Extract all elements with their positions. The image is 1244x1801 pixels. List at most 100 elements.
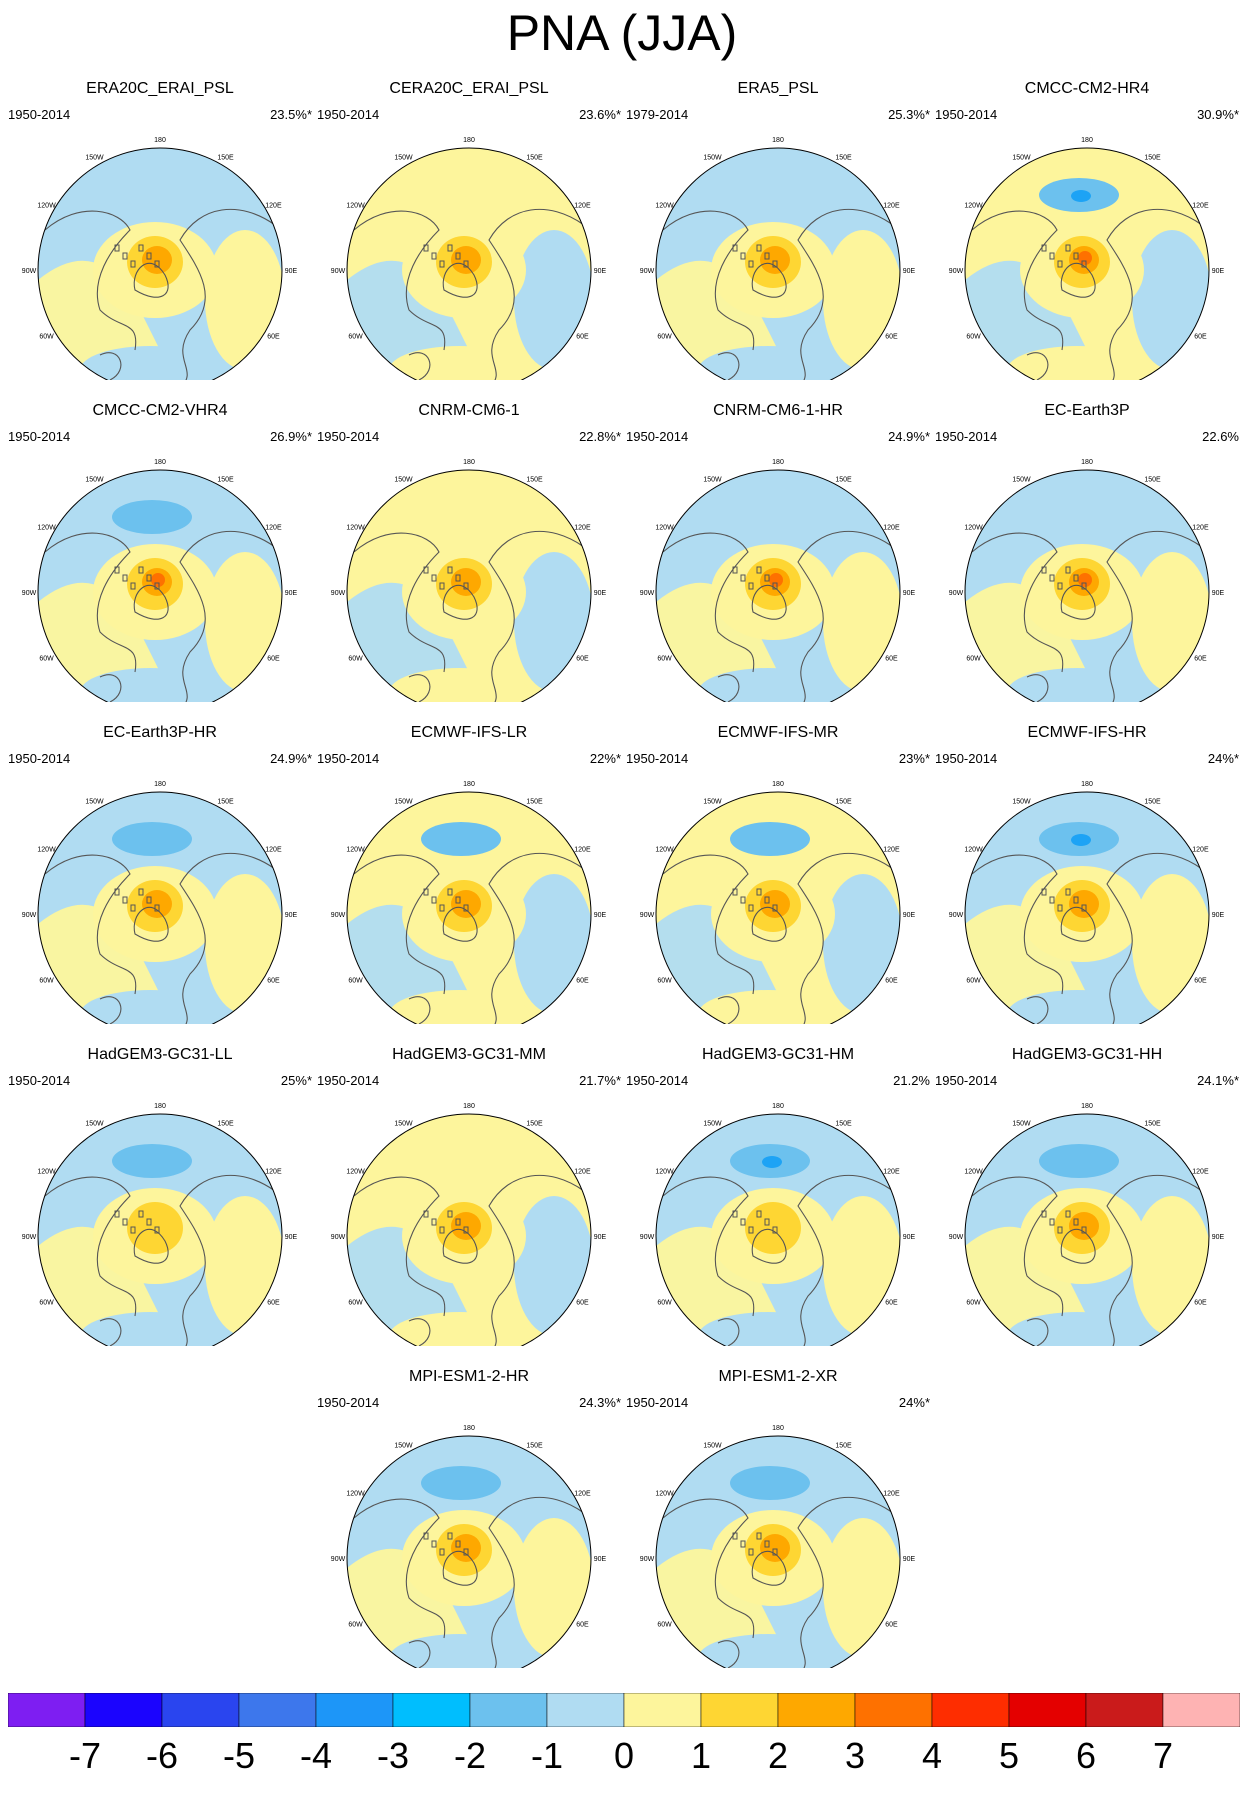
map-boundary (346, 1113, 592, 1346)
island (154, 1226, 160, 1234)
panel-explained-variance: 25%* (280, 1073, 312, 1088)
panel-explained-variance: 23%* (898, 751, 930, 766)
longitude-label: 120W (346, 1169, 365, 1176)
map-boundary (346, 147, 592, 380)
longitude-label: 60W (657, 1622, 672, 1629)
longitude-label: 120E (265, 1169, 282, 1176)
negative-anomaly (1039, 1144, 1119, 1178)
anomaly-band (514, 1518, 591, 1658)
negative-anomaly (112, 1144, 192, 1178)
panel-period: 1950-2014 (626, 1395, 689, 1410)
longitude-label: 150W (703, 799, 722, 806)
longitude-label: 120E (883, 1169, 900, 1176)
island (138, 566, 144, 574)
polar-map: 180150E120E90E60E30E030W60W90W120W150W (331, 459, 607, 702)
island (431, 252, 437, 260)
longitude-label: 150W (85, 155, 104, 162)
map-panel: 180150E120E90E60E30E030W60W90W120W150WMP… (626, 1368, 930, 1668)
longitude-label: 120E (883, 203, 900, 210)
anomaly-band (514, 874, 591, 1014)
panel-title: HadGEM3-GC31-MM (392, 1046, 546, 1063)
anomaly-band (205, 230, 282, 370)
coastlines (353, 1174, 585, 1346)
longitude-label: 150E (835, 477, 852, 484)
island (130, 260, 136, 268)
island (122, 574, 128, 582)
coastlines (662, 208, 894, 380)
longitude-label: 120E (574, 203, 591, 210)
longitude-label: 120E (574, 1169, 591, 1176)
panel-period: 1950-2014 (935, 107, 998, 122)
island (463, 260, 469, 268)
longitude-label: 120E (883, 847, 900, 854)
panel-title: ECMWF-IFS-HR (1027, 724, 1147, 741)
map-panel: 180150E120E90E60E30E030W60W90W120W150WHa… (626, 1046, 930, 1346)
panel-explained-variance: 24%* (898, 1395, 930, 1410)
longitude-label: 90W (640, 1234, 655, 1241)
island (1073, 896, 1079, 904)
island (1081, 260, 1087, 268)
map-panel: 180150E120E90E60E30E030W60W90W120W150WCE… (317, 80, 621, 380)
longitude-label: 180 (154, 137, 166, 144)
island (130, 1226, 136, 1234)
longitude-label: 120E (883, 1491, 900, 1498)
longitude-label: 60W (348, 1300, 363, 1307)
colorbar-segment (469, 1693, 548, 1727)
anomaly-band (1007, 668, 1147, 702)
longitude-label: 60W (39, 334, 54, 341)
longitude-label: 150E (1144, 799, 1161, 806)
panel-period: 1950-2014 (935, 429, 998, 444)
island (447, 888, 453, 896)
anomaly-band (80, 346, 220, 380)
positive-anomaly-core (1069, 890, 1099, 918)
anomaly-band (389, 1312, 529, 1346)
colorbar-segment (700, 1693, 779, 1727)
longitude-label: 90W (949, 1234, 964, 1241)
island (1049, 574, 1055, 582)
longitude-label: 60E (885, 978, 898, 985)
map-boundary (346, 1435, 592, 1668)
longitude-label: 90W (949, 912, 964, 919)
island (756, 1532, 762, 1540)
longitude-label: 90W (331, 268, 346, 275)
island (114, 244, 120, 252)
longitude-label: 150W (85, 799, 104, 806)
longitude-label: 90E (594, 268, 607, 275)
island (154, 904, 160, 912)
longitude-label: 60E (576, 978, 589, 985)
longitude-label: 120W (37, 203, 56, 210)
panel-explained-variance: 26.9%* (270, 429, 312, 444)
island (732, 244, 738, 252)
island (122, 252, 128, 260)
island (740, 1540, 746, 1548)
polar-map: 180150E120E90E60E30E030W60W90W120W150W (640, 137, 916, 380)
polar-map: 180150E120E90E60E30E030W60W90W120W150W (949, 137, 1225, 380)
map-panel: 180150E120E90E60E30E030W60W90W120W150WER… (626, 80, 930, 380)
negative-anomaly-core (1071, 834, 1091, 846)
longitude-label: 150E (217, 799, 234, 806)
island (1073, 252, 1079, 260)
longitude-label: 60W (348, 656, 363, 663)
panel-title: EC-Earth3P-HR (103, 724, 217, 741)
anomaly-band (698, 990, 838, 1024)
positive-anomaly-peak (151, 573, 165, 587)
island (455, 896, 461, 904)
longitude-label: 60W (657, 656, 672, 663)
island (154, 260, 160, 268)
island (423, 1210, 429, 1218)
map-boundary (37, 791, 283, 1024)
panel-title: HadGEM3-GC31-LL (87, 1046, 233, 1063)
colorbar-tick-label: -3 (376, 1735, 409, 1776)
panel-title: CNRM-CM6-1 (418, 402, 520, 419)
colorbar-labels: -7 -6 -5 -4 -3 -2 -1 0 1 2 3 4 5 6 7 (8, 1735, 1240, 1785)
coastlines (971, 1174, 1203, 1346)
anomaly-band (514, 552, 591, 692)
longitude-label: 90E (1212, 590, 1225, 597)
panel-period: 1979-2014 (626, 107, 689, 122)
longitude-label: 180 (154, 1103, 166, 1110)
island (463, 582, 469, 590)
map-panel: 180150E120E90E60E30E030W60W90W120W150WCM… (8, 402, 312, 702)
longitude-label: 150E (217, 477, 234, 484)
positive-anomaly-core (451, 1534, 481, 1562)
longitude-label: 150W (1012, 155, 1031, 162)
